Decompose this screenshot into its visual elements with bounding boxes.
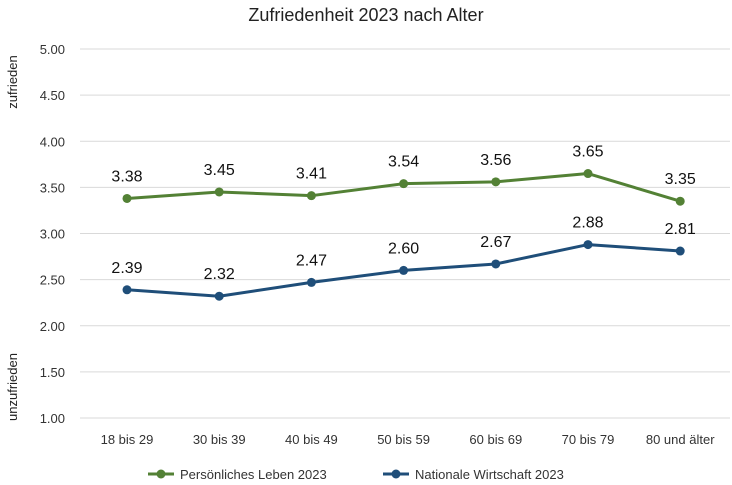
data-point [122,285,132,295]
x-tick-label: 60 bis 69 [469,432,522,447]
data-label: 3.56 [480,152,511,169]
legend-swatch-marker [391,469,401,479]
data-label: 2.60 [388,240,419,257]
y-label-bottom: unzufrieden [5,353,20,421]
data-label: 3.35 [665,171,696,188]
x-tick-label: 50 bis 59 [377,432,430,447]
y-tick-label: 2.50 [40,273,65,288]
data-point [214,291,224,301]
y-tick-label: 1.50 [40,365,65,380]
data-point [583,240,593,250]
data-point [675,196,685,206]
data-label: 3.38 [111,168,142,185]
data-point [306,191,316,201]
series-2: 2.39 2.32 2.47 2.60 2.67 2.88 2.81 [111,215,696,301]
data-point [399,265,409,275]
data-point [675,246,685,256]
data-label: 2.81 [665,221,696,238]
x-tick-label: 18 bis 29 [101,432,154,447]
data-label: 3.41 [296,166,327,183]
series-layer: 3.38 3.45 3.41 3.54 3.56 3.65 3.35 2.39 2.32 2.47… [111,144,696,301]
data-label: 3.45 [204,162,235,179]
y-tick-label: 3.50 [40,180,65,195]
data-label: 2.39 [111,260,142,277]
chart-title: Zufriedenheit 2023 nach Alter [248,5,483,25]
x-tick-label: 30 bis 39 [193,432,246,447]
x-tick-label: 80 und älter [646,432,715,447]
legend-item: Nationale Wirtschaft 2023 [383,467,564,482]
data-point [214,187,224,197]
data-point [306,277,316,287]
y-tick-label: 4.00 [40,134,65,149]
y-axis-ticks: 1.00 1.50 2.00 2.50 3.00 3.50 4.00 4.50 5.00 [40,42,65,426]
data-label: 2.67 [480,234,511,251]
x-tick-label: 70 bis 79 [562,432,615,447]
y-tick-label: 3.00 [40,227,65,242]
data-point [583,169,593,179]
data-point [491,259,501,269]
y-tick-label: 2.00 [40,319,65,334]
legend: Persönliches Leben 2023 Nationale Wirtsch… [148,467,564,482]
y-tick-label: 1.00 [40,411,65,426]
legend-label: Nationale Wirtschaft 2023 [415,467,564,482]
grid-lines [80,48,730,419]
data-point [491,177,501,187]
legend-label: Persönliches Leben 2023 [180,467,327,482]
y-tick-label: 4.50 [40,88,65,103]
legend-swatch-marker [156,469,166,479]
y-tick-label: 5.00 [40,42,65,57]
x-axis-ticks: 18 bis 29 30 bis 39 40 bis 49 50 bis 59 60 b… [101,432,716,447]
data-point [122,193,132,203]
legend-item: Persönliches Leben 2023 [148,467,327,482]
y-label-top: zufrieden [5,55,20,108]
series-1: 3.38 3.45 3.41 3.54 3.56 3.65 3.35 [111,144,696,206]
data-label: 2.88 [572,215,603,232]
data-label: 3.65 [572,144,603,161]
data-label: 3.54 [388,154,419,171]
data-point [399,179,409,189]
x-tick-label: 40 bis 49 [285,432,338,447]
data-label: 2.47 [296,252,327,269]
data-label: 2.32 [204,266,235,283]
